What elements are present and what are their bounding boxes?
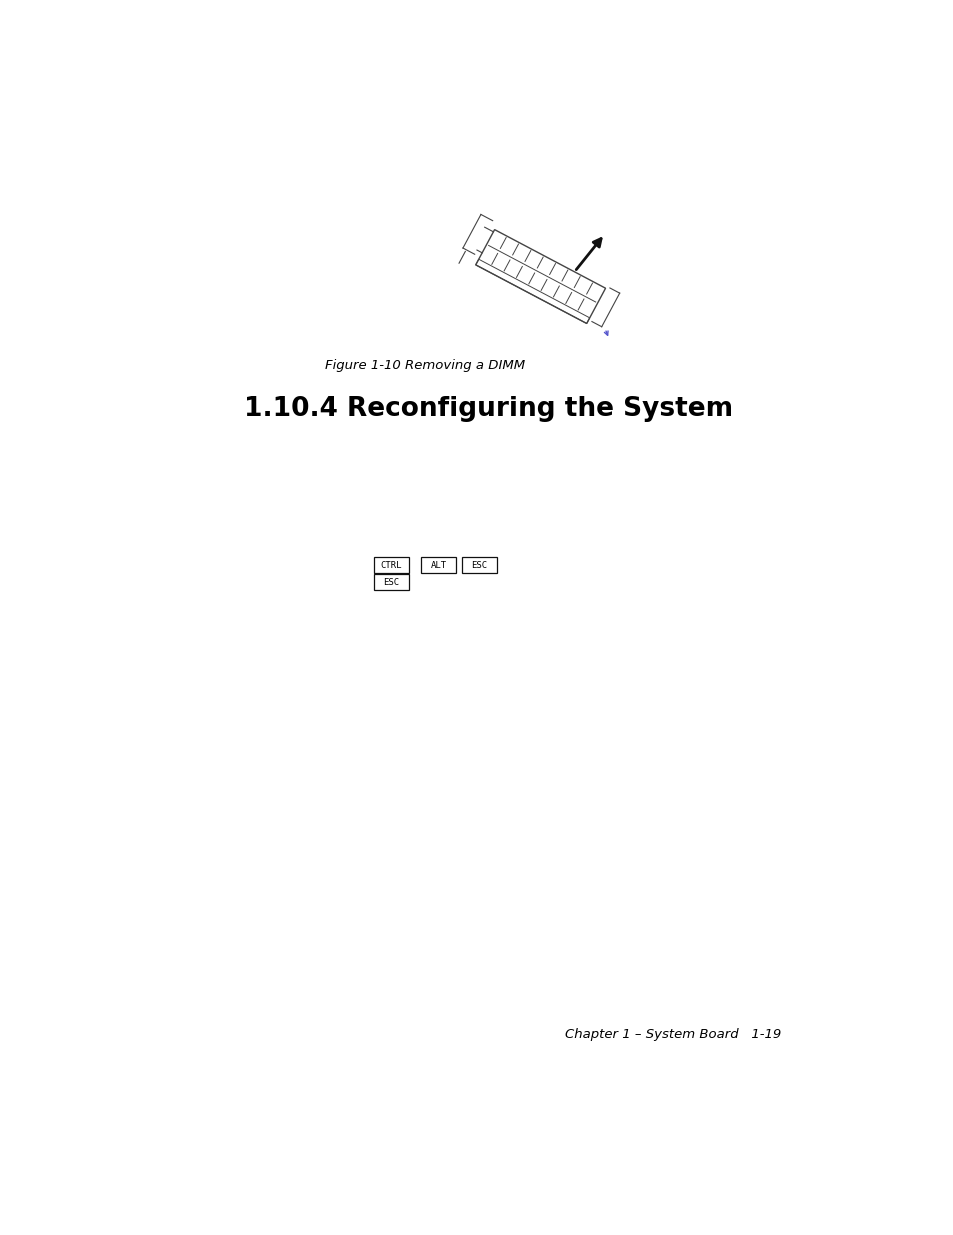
Text: Figure 1-10 Removing a DIMM: Figure 1-10 Removing a DIMM	[324, 358, 524, 372]
Text: 1.10.4 Reconfiguring the System: 1.10.4 Reconfiguring the System	[244, 395, 733, 422]
Text: CTRL: CTRL	[380, 561, 401, 569]
Text: ALT: ALT	[430, 561, 446, 569]
Text: Chapter 1 – System Board   1-19: Chapter 1 – System Board 1-19	[564, 1028, 781, 1041]
Text: ESC: ESC	[471, 561, 487, 569]
Text: ESC: ESC	[383, 578, 399, 587]
